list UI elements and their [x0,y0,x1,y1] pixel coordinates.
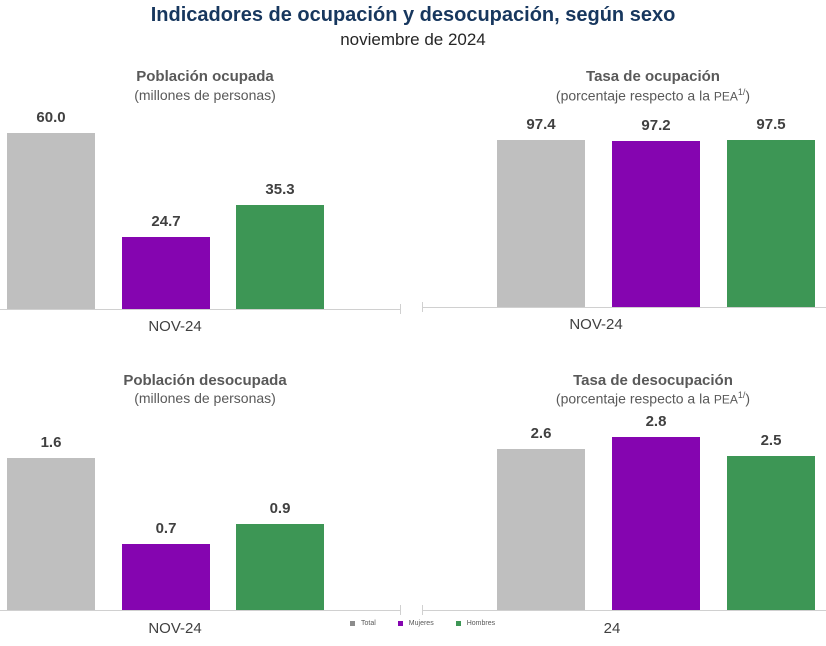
data-label: 2.8 [645,413,667,430]
legend-item-mujeres: Mujeres [397,620,434,627]
data-label: 60.0 [36,109,66,126]
x-axis-line [422,307,826,308]
subtitle-text: (porcentaje respecto a la [555,87,714,104]
chart-title: Población desocupada [123,372,287,389]
bar-mujeres [612,437,700,610]
legend-swatch [350,621,355,626]
bar-mujeres [122,237,210,309]
chart-subtitle: (porcentaje respecto a la PEA1/) [450,390,826,407]
data-label: 0.7 [155,520,177,537]
subtitle-pea: PEA [713,392,738,407]
subtitle-end: ) [745,390,751,407]
x-tick-label: NOV-24 [148,620,202,637]
subtitle-pea: PEA [713,89,738,104]
x-axis-line [422,610,826,611]
bar-total [7,133,95,309]
data-label: 0.9 [269,500,291,517]
legend-swatch [397,621,403,626]
chart-subtitle: (millones de personas) [134,390,276,406]
subtitle-text: (porcentaje respecto a la [555,390,714,407]
legend-label: Mujeres [408,620,434,627]
x-axis-tick [400,605,401,615]
data-label: 97.5 [756,116,786,133]
legend-label: Total [361,620,376,627]
x-axis-tick [422,302,423,312]
data-label: 2.5 [760,432,782,449]
page-subtitle: noviembre de 2024 [340,30,486,49]
chart-title: Tasa de ocupación [586,68,720,85]
bar-mujeres [122,544,210,610]
chart-title: Tasa de desocupación [573,372,733,389]
legend-item-hombres: Hombres [455,620,496,627]
legend-item-total: Total [350,620,376,627]
bar-hombres [727,140,815,307]
bar-hombres [236,524,324,610]
x-tick-label: NOV-24 [569,316,623,333]
footnote-ref: 1/ [737,390,746,400]
bar-total [497,449,585,610]
x-axis-line [0,309,400,310]
data-label: 1.6 [40,434,62,451]
footnote-ref: 1/ [737,87,746,97]
chart-title: Población ocupada [136,68,274,85]
chart-subtitle: (porcentaje respecto a la PEA1/) [450,87,826,104]
subtitle-end: ) [745,87,751,104]
legend-swatch [455,621,461,626]
data-label: 24.7 [151,213,181,230]
bar-hombres [236,205,324,309]
bar-total [497,140,585,307]
x-tick-label: 24 [603,620,621,637]
chart-tasa-desocupacion: Tasa de desocupación (porcentaje respect… [420,0,826,646]
x-axis-tick [422,605,423,615]
bar-hombres [727,456,815,610]
chart-poblacion-desocupada: Población desocupada (millones de person… [0,0,410,646]
x-tick-label: NOV-24 [148,318,202,335]
chart-tasa-ocupacion: Tasa de ocupación (porcentaje respecto a… [420,0,826,340]
bar-mujeres [612,141,700,307]
data-label: 97.2 [641,117,671,134]
legend-label: Hombres [466,620,496,627]
bar-total [7,458,95,610]
chart-subtitle: (millones de personas) [134,87,276,103]
x-axis-line [0,610,400,611]
legend: Total Mujeres Hombres [350,620,517,627]
chart-poblacion-ocupada: Población ocupada (millones de personas) [0,0,410,340]
page-title: Indicadores de ocupación y desocupación,… [150,4,676,26]
x-axis-tick [400,304,401,314]
data-label: 2.6 [530,425,552,442]
data-label: 97.4 [526,116,556,133]
data-label: 35.3 [265,181,295,198]
